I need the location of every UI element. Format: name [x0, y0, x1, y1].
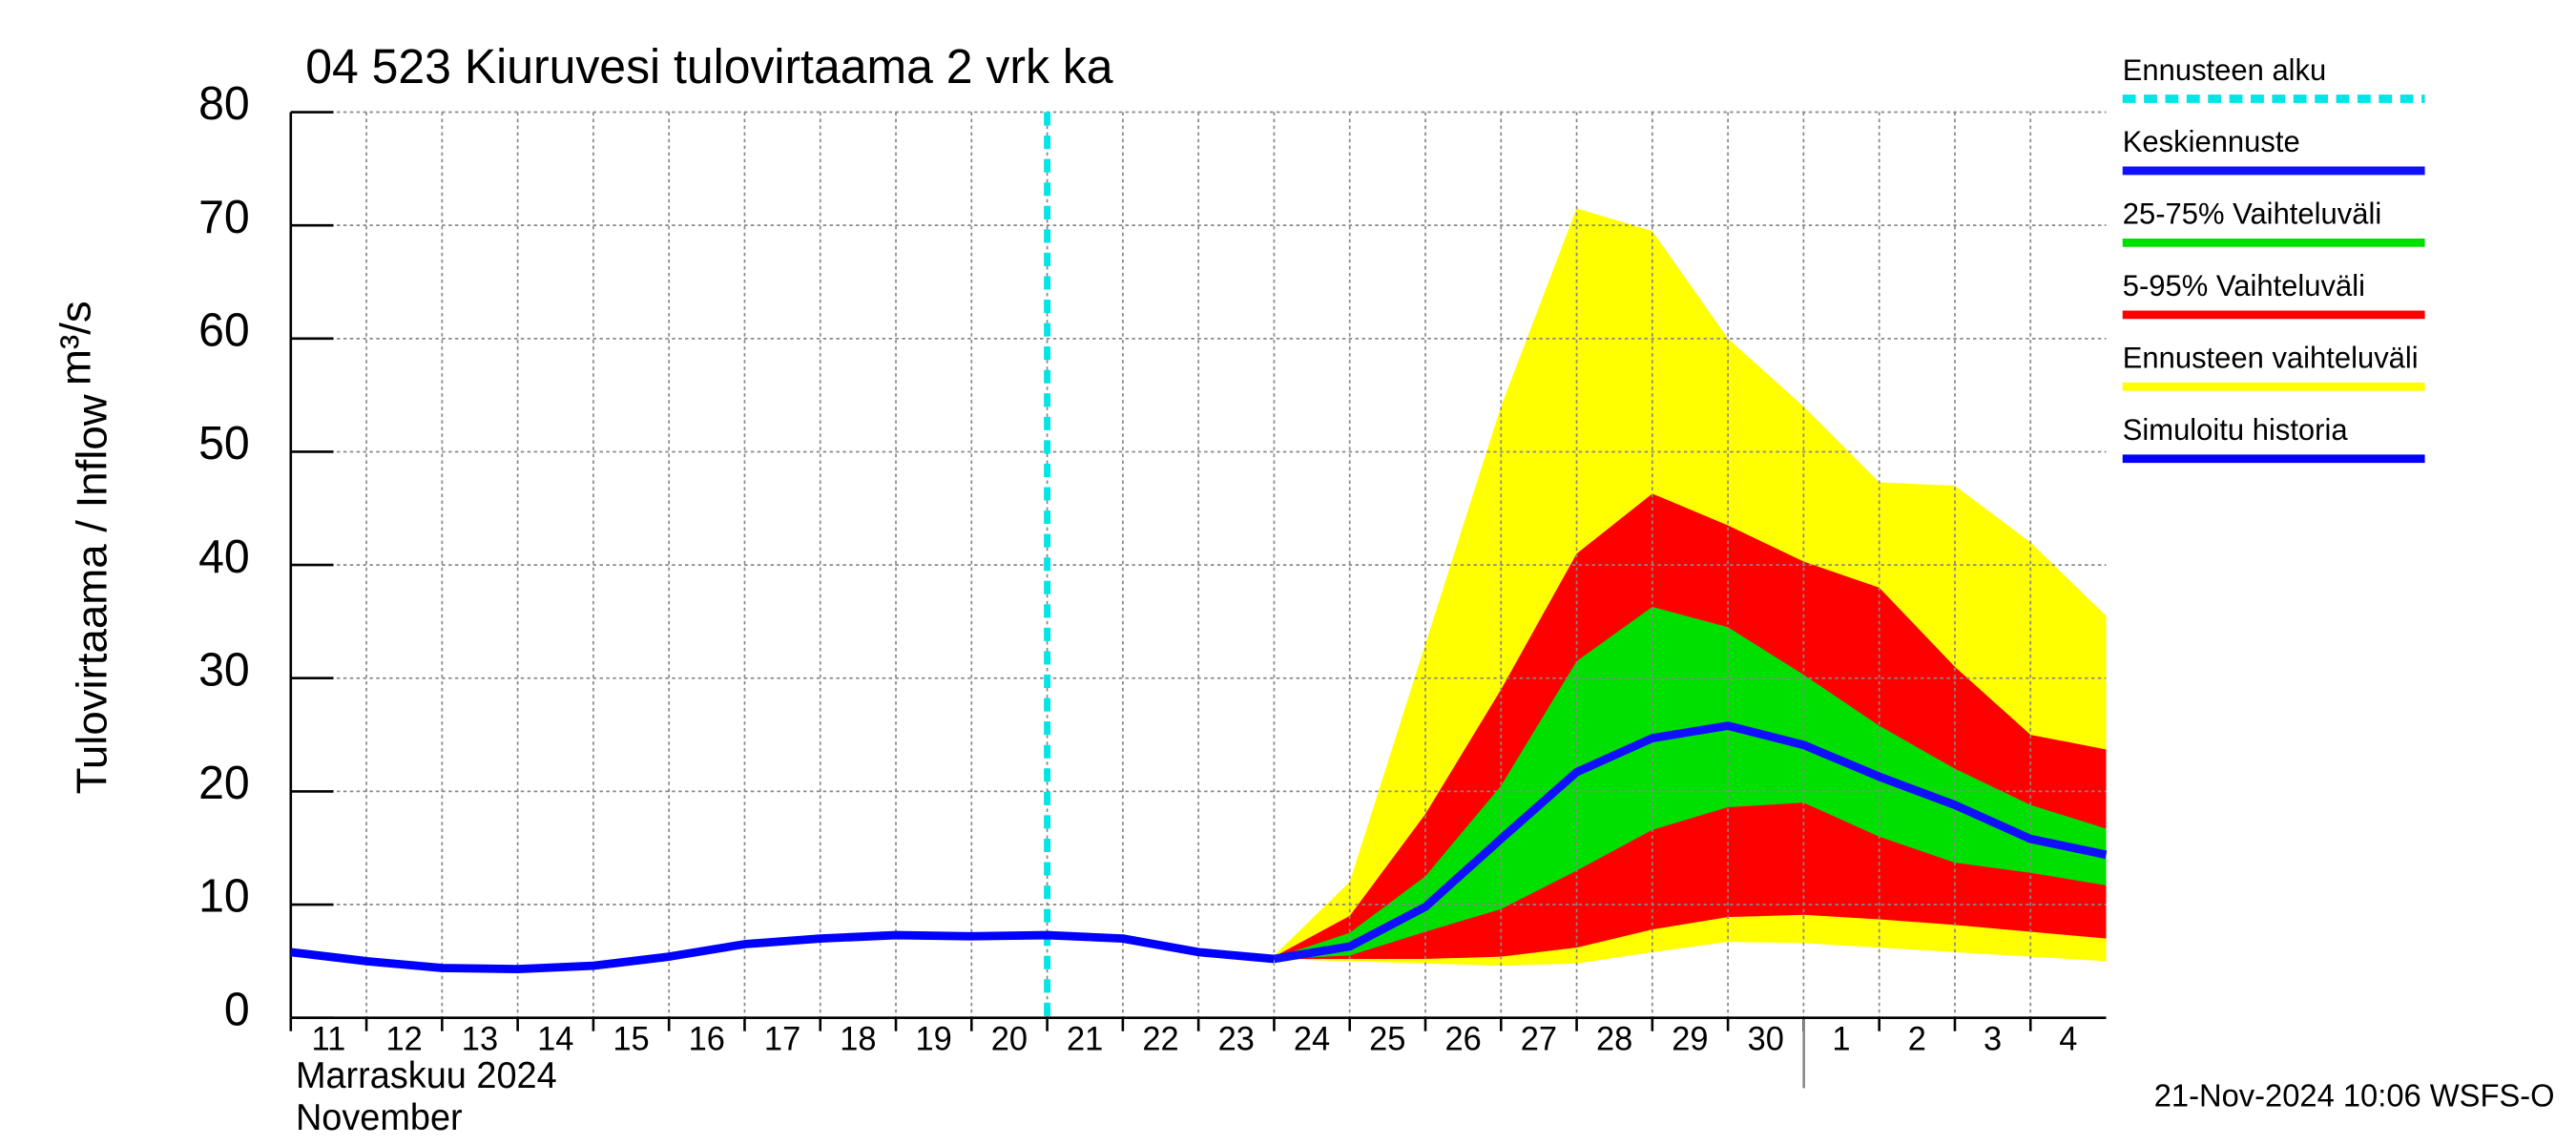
legend-label: Keskiennuste [2123, 125, 2300, 158]
x-tick-label: 1 [1832, 1021, 1850, 1057]
band [1274, 607, 2107, 959]
x-tick-label: 27 [1521, 1021, 1557, 1057]
x-tick-label: 22 [1142, 1021, 1178, 1057]
legend-label: Ennusteen alku [2123, 53, 2327, 87]
legend-label: Simuloitu historia [2123, 413, 2348, 447]
x-tick-label: 30 [1748, 1021, 1784, 1057]
x-tick-label: 20 [991, 1021, 1028, 1057]
x-axis-label: Marraskuu 2024 [296, 1055, 557, 1096]
x-tick-label: 29 [1672, 1021, 1708, 1057]
x-tick-label: 2 [1908, 1021, 1926, 1057]
y-tick-label: 60 [198, 304, 250, 357]
legend-label: 25-75% Vaihteluväli [2123, 197, 2381, 230]
x-tick-label: 4 [2059, 1021, 2077, 1057]
x-tick-label: 15 [613, 1021, 649, 1057]
y-axis-unit: m³/s [52, 301, 100, 385]
y-tick-label: 40 [198, 531, 250, 583]
x-tick-label: 12 [386, 1021, 423, 1057]
y-tick-label: 80 [198, 78, 250, 131]
y-tick-label: 0 [224, 984, 250, 1036]
x-tick-label: 24 [1294, 1021, 1330, 1057]
x-tick-label: 28 [1596, 1021, 1632, 1057]
x-tick-label: 19 [915, 1021, 951, 1057]
footer: 21-Nov-2024 10:06 WSFS-O [2154, 1077, 2555, 1113]
x-tick-label: 17 [764, 1021, 800, 1057]
x-tick-label: 26 [1444, 1021, 1481, 1057]
legend-label: 5-95% Vaihteluväli [2123, 269, 2365, 302]
chart-title: 04 523 Kiuruvesi tulovirtaama 2 vrk ka [305, 39, 1113, 94]
series-line [1273, 721, 2108, 964]
y-tick-label: 10 [198, 870, 250, 923]
y-axis-label: Tulovirtaama / Inflow [68, 394, 116, 794]
legend-label: Ennusteen vaihteluväli [2123, 341, 2419, 374]
x-tick-label: 25 [1369, 1021, 1405, 1057]
y-tick-label: 20 [198, 758, 250, 810]
x-tick-label: 18 [840, 1021, 876, 1057]
y-tick-label: 50 [198, 418, 250, 470]
y-tick-label: 70 [198, 192, 250, 244]
x-tick-label: 14 [537, 1021, 573, 1057]
x-tick-label: 13 [462, 1021, 498, 1057]
x-tick-label: 16 [689, 1021, 725, 1057]
y-tick-label: 30 [198, 644, 250, 697]
series-line [290, 930, 1275, 974]
x-tick-label: 11 [312, 1021, 346, 1057]
x-axis-label: November [296, 1097, 463, 1138]
legend: Ennusteen alku Keskiennuste 25-75% Vaihtel… [2122, 53, 2425, 464]
x-tick-label: 3 [1984, 1021, 2002, 1057]
x-tick-label: 21 [1067, 1021, 1103, 1057]
x-tick-label: 23 [1218, 1021, 1255, 1057]
